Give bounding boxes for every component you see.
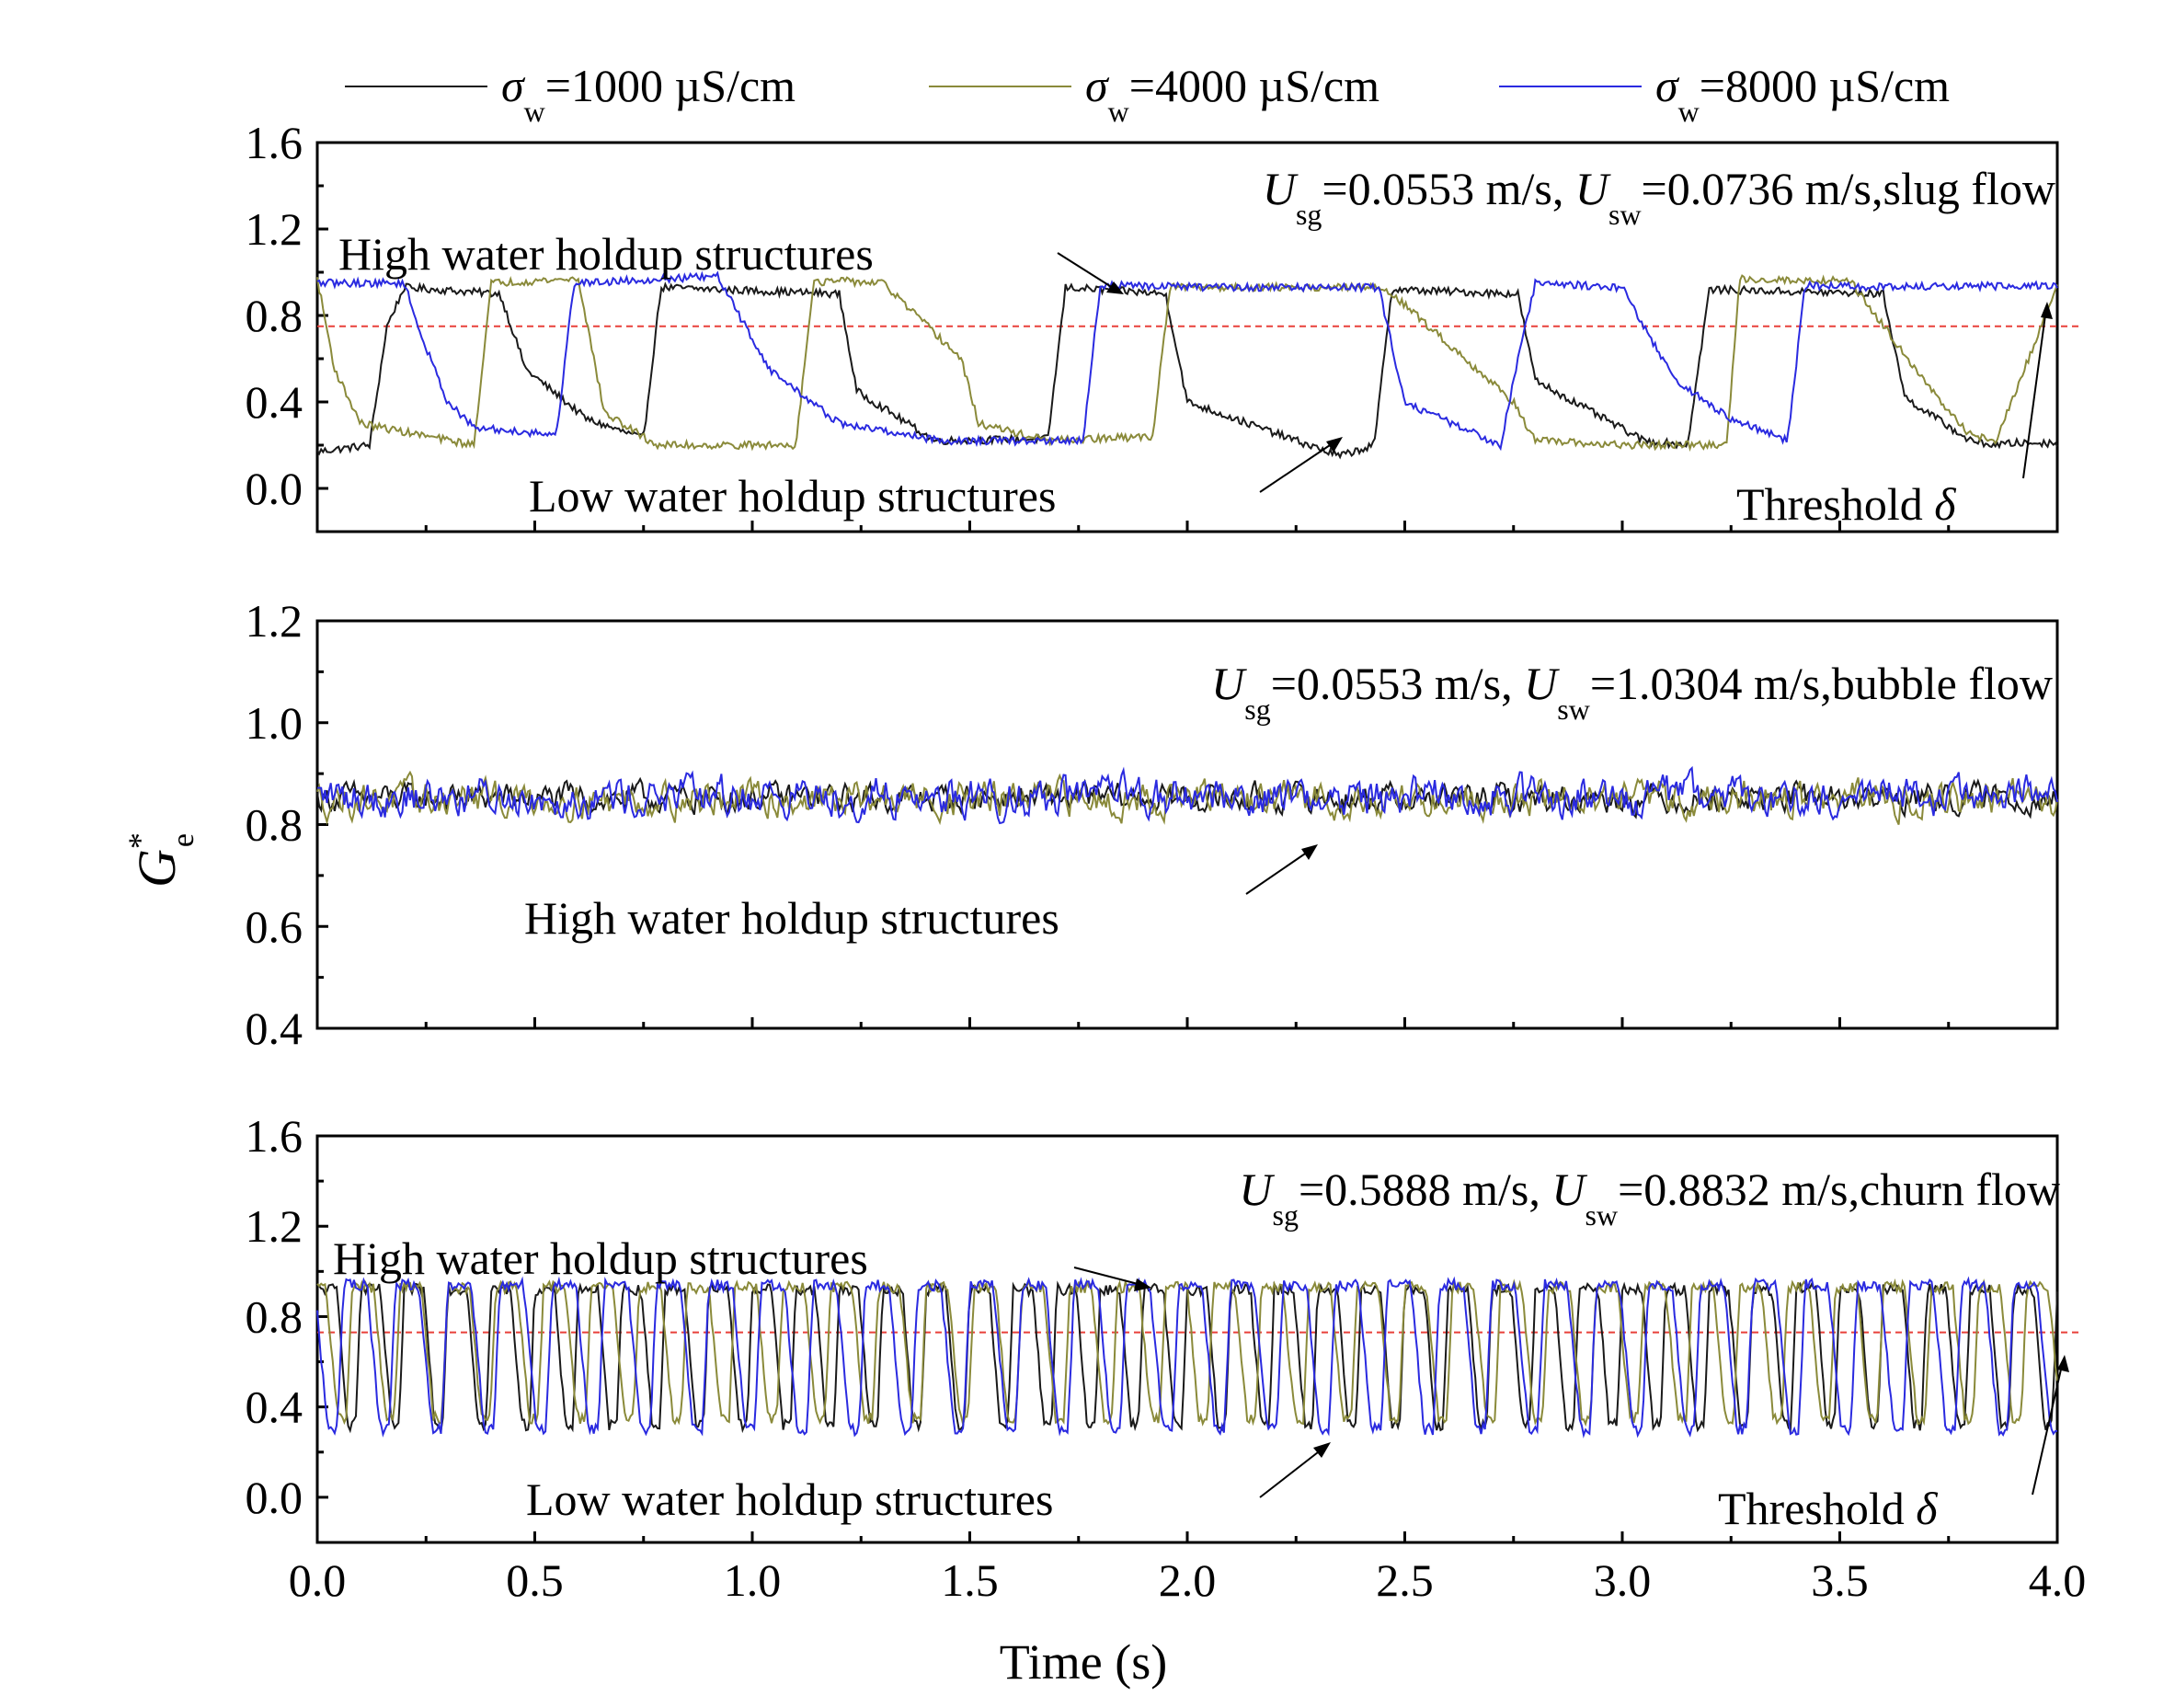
- arrow-high-middle: [1245, 847, 1314, 895]
- annotation-threshold-top: Threshold δ: [1736, 478, 1956, 530]
- arrowhead-threshold-top: [2041, 302, 2053, 319]
- annotation-high-middle: High water holdup structures: [524, 892, 1059, 944]
- x-axis-label: Time (s): [1000, 1634, 1168, 1690]
- annotation-threshold-bottom: Threshold δ: [1718, 1483, 1938, 1534]
- annotation-low-bottom: Low water holdup structures: [526, 1473, 1053, 1525]
- panel-slug-flow: 0.0 0.4 0.8 1.2 1.6: [246, 117, 2081, 533]
- arrowhead-low-bottom: [1313, 1442, 1331, 1458]
- y-tick-label: 0.8: [246, 1290, 303, 1342]
- x-tick-label: 2.0: [1159, 1554, 1217, 1606]
- x-tick-label: 0.0: [289, 1554, 347, 1606]
- arrowhead-threshold-bottom: [2057, 1355, 2069, 1372]
- y-tick-label: 1.2: [246, 1200, 303, 1252]
- panel-title-slug: Usg=0.0553 m/s, Usw=0.0736 m/s,slug flow: [1263, 163, 2055, 231]
- x-tick-label: 1.0: [724, 1554, 782, 1606]
- series-line-3: [316, 765, 2058, 825]
- x-tick-label: 3.5: [1811, 1554, 1869, 1606]
- series-line-2: [316, 274, 2058, 453]
- panel-bubble-flow: 0.4 0.6 0.8 1.0 1.2: [246, 595, 2059, 1054]
- y-tick-label: 0.4: [246, 376, 303, 428]
- arrow-low-bottom: [1259, 1445, 1327, 1498]
- series-line-2: [316, 770, 2058, 826]
- annotation-low-top: Low water holdup structures: [529, 470, 1056, 522]
- arrow-low-top: [1259, 439, 1339, 493]
- y-tick-label: 0.0: [246, 1472, 303, 1523]
- panel-title-bubble: Usg=0.0553 m/s, Usw=1.0304 m/s,bubble fl…: [1211, 658, 2053, 726]
- series-line-3: [316, 1276, 2058, 1439]
- y-tick-label: 1.0: [246, 697, 303, 749]
- y-tick-label: 0.4: [246, 1003, 303, 1054]
- y-tick-label: 1.2: [246, 595, 303, 647]
- arrow-threshold-bottom: [2032, 1360, 2064, 1496]
- y-tick-label: 1.2: [246, 203, 303, 255]
- x-tick-label: 1.5: [941, 1554, 999, 1606]
- x-tick-label: 3.0: [1594, 1554, 1652, 1606]
- panel-churn-flow: 0.0 0.4 0.8 1.2 1.6 0.0 0.5 1.0 1.5 2.0 2.5 3.0 3.5 4…: [246, 1110, 2087, 1606]
- y-tick-label: 1.6: [246, 117, 303, 168]
- y-tick-label: 0.6: [246, 900, 303, 952]
- legend: σw=1000 µS/cm σw=4000 µS/cm σw=8000 µS/c…: [345, 60, 1950, 128]
- legend-label-1000: σw=1000 µS/cm: [501, 60, 796, 128]
- arrow-high-bottom: [1073, 1267, 1146, 1287]
- y-tick-label: 0.0: [246, 463, 303, 514]
- x-tick-label: 4.0: [2029, 1554, 2087, 1606]
- arrow-high-top: [1057, 252, 1121, 293]
- legend-label-8000: σw=8000 µS/cm: [1655, 60, 1950, 128]
- series-line-2: [316, 1278, 2058, 1427]
- svg-text:G*e: G* e: [121, 832, 200, 888]
- arrowhead-low-top: [1326, 437, 1343, 453]
- series-line-1: [316, 281, 2058, 460]
- annotation-high-bottom: High water holdup structures: [333, 1232, 868, 1284]
- y-axis-label: G* e: [121, 832, 200, 888]
- y-tick-label: 0.8: [246, 290, 303, 341]
- arrowhead-high-top: [1106, 281, 1124, 294]
- arrowhead-high-bottom: [1134, 1278, 1151, 1291]
- legend-label-4000: σw=4000 µS/cm: [1085, 60, 1379, 128]
- y-tick-label: 0.4: [246, 1381, 303, 1433]
- annotation-high-top: High water holdup structures: [338, 228, 874, 280]
- x-tick-label: 2.5: [1376, 1554, 1434, 1606]
- arrow-threshold-top: [2022, 307, 2047, 479]
- y-tick-label: 1.6: [246, 1110, 303, 1162]
- arrowhead-high-middle: [1301, 844, 1318, 860]
- x-tick-label: 0.5: [506, 1554, 564, 1606]
- series-line-3: [316, 270, 2058, 452]
- y-tick-label: 0.8: [246, 799, 303, 851]
- panel-title-churn: Usg=0.5888 m/s, Usw=0.8832 m/s,churn flo…: [1239, 1164, 2060, 1232]
